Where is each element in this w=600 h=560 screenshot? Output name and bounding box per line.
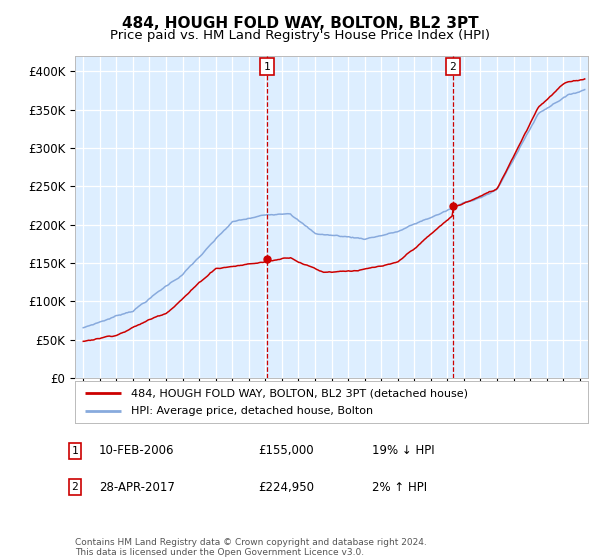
Text: 19% ↓ HPI: 19% ↓ HPI [372,444,434,458]
Text: 2: 2 [449,62,456,72]
Text: 484, HOUGH FOLD WAY, BOLTON, BL2 3PT (detached house): 484, HOUGH FOLD WAY, BOLTON, BL2 3PT (de… [131,389,469,398]
Text: HPI: Average price, detached house, Bolton: HPI: Average price, detached house, Bolt… [131,406,374,416]
Text: 2% ↑ HPI: 2% ↑ HPI [372,480,427,494]
Text: 28-APR-2017: 28-APR-2017 [99,480,175,494]
Text: £224,950: £224,950 [258,480,314,494]
Text: 10-FEB-2006: 10-FEB-2006 [99,444,175,458]
Text: £155,000: £155,000 [258,444,314,458]
Text: 1: 1 [71,446,79,456]
Text: 2: 2 [71,482,79,492]
Text: 484, HOUGH FOLD WAY, BOLTON, BL2 3PT: 484, HOUGH FOLD WAY, BOLTON, BL2 3PT [122,16,478,31]
Text: 1: 1 [263,62,271,72]
Text: Price paid vs. HM Land Registry's House Price Index (HPI): Price paid vs. HM Land Registry's House … [110,29,490,42]
Text: Contains HM Land Registry data © Crown copyright and database right 2024.
This d: Contains HM Land Registry data © Crown c… [75,538,427,557]
